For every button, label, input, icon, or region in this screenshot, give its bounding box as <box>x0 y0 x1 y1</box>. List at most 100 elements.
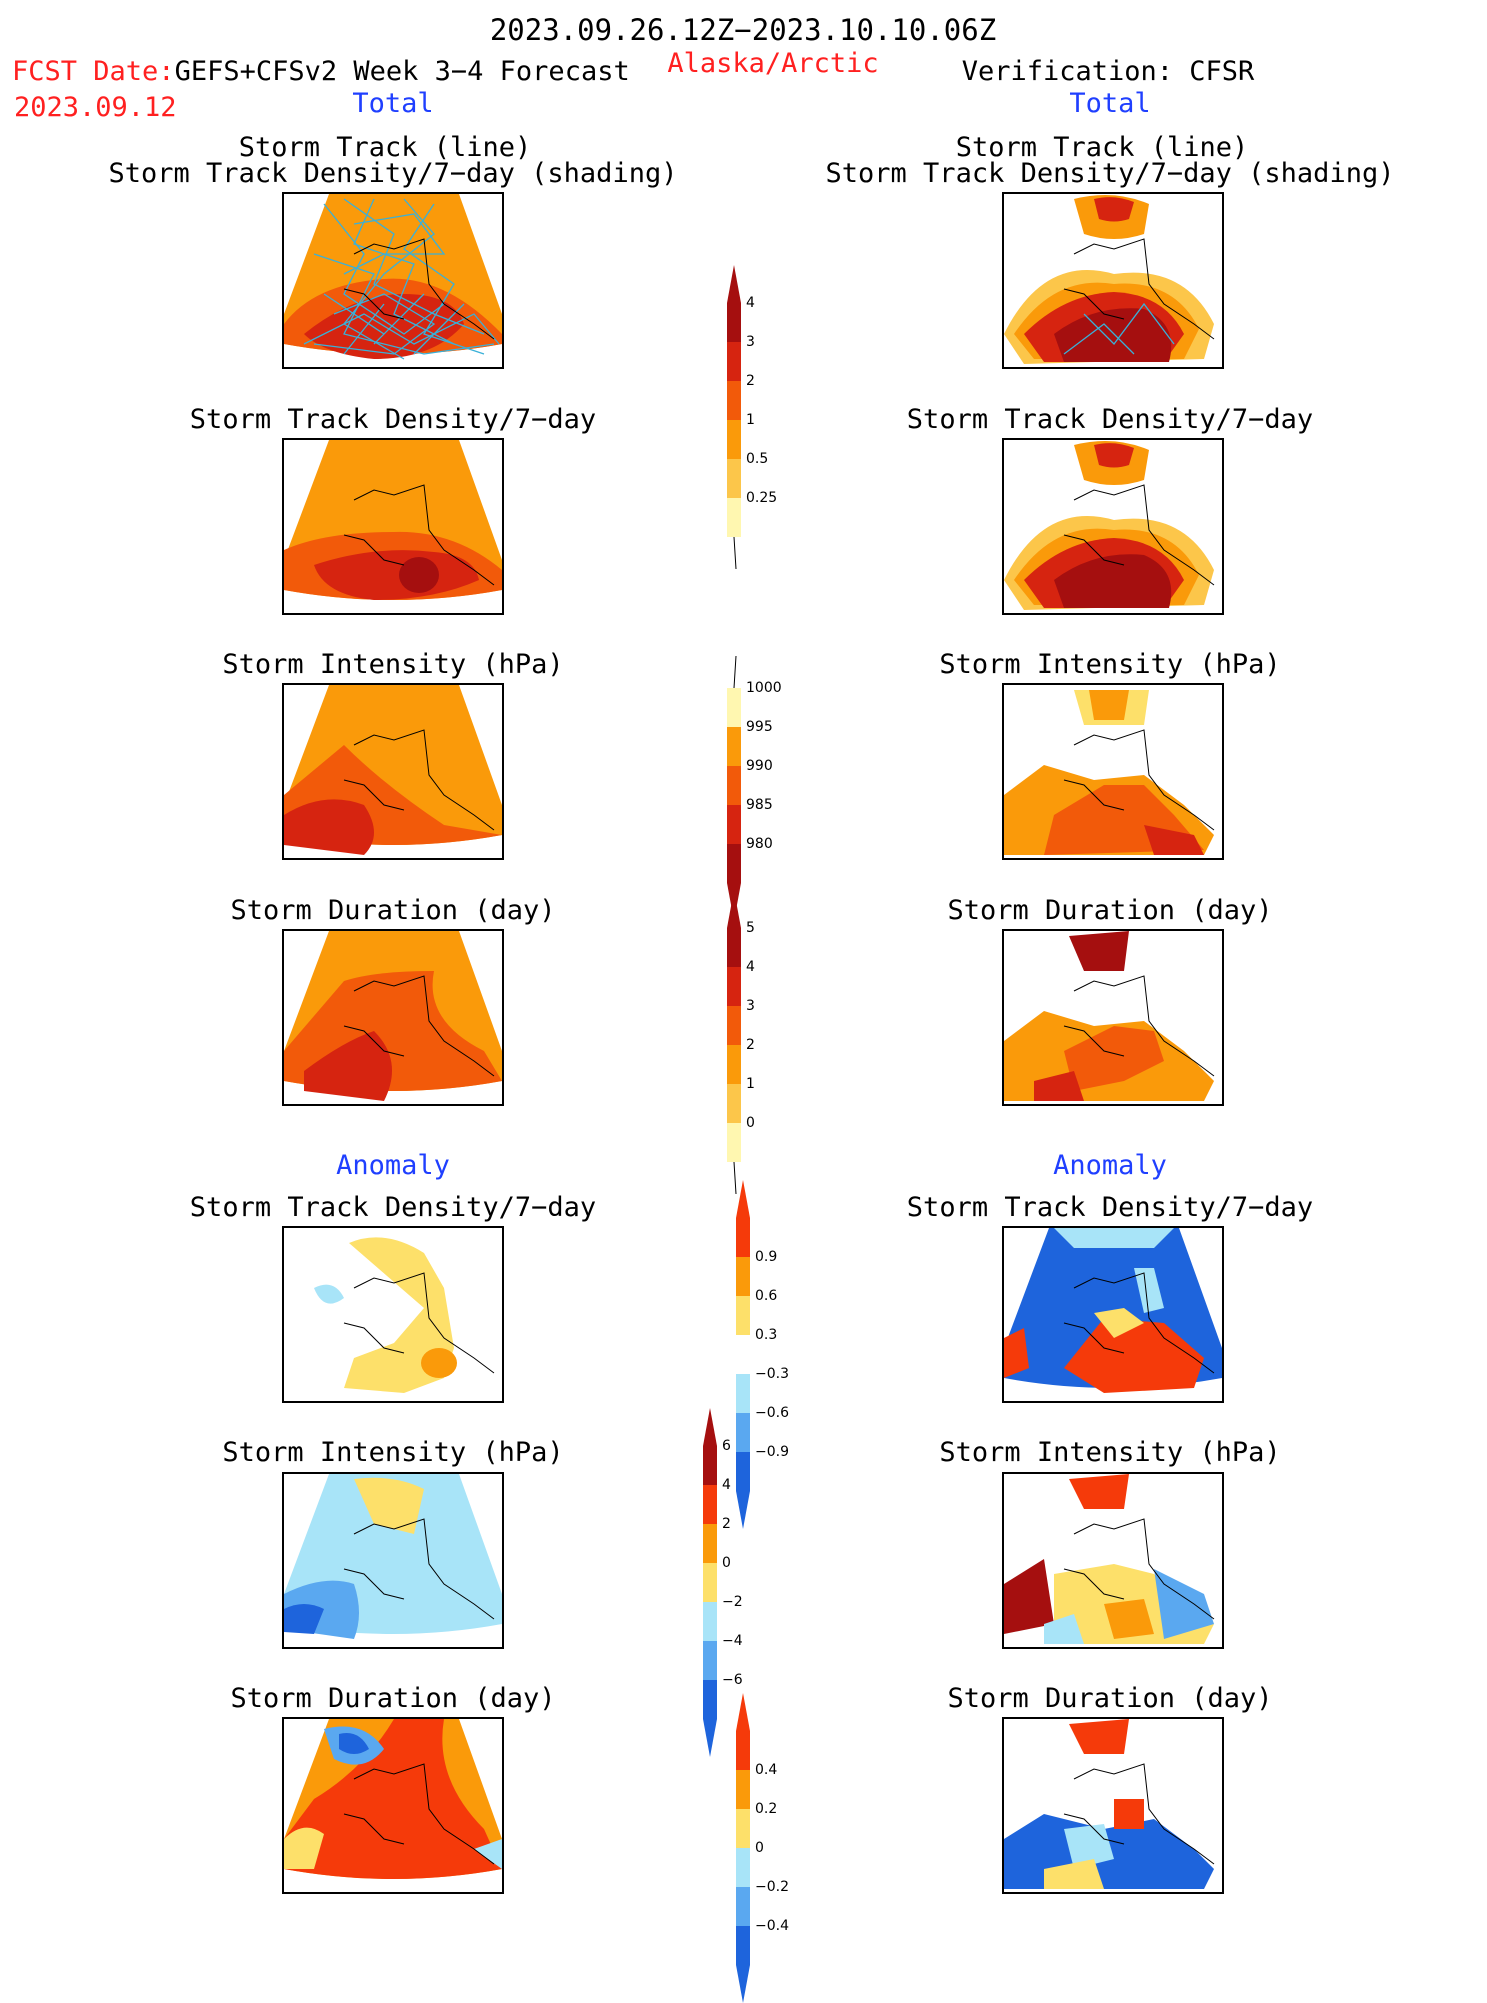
period-title: 2023.09.26.12Z−2023.10.10.06Z <box>489 13 997 47</box>
colorbar-segment <box>727 1006 741 1045</box>
colorbar-segment <box>727 1045 741 1084</box>
left-intensity-title: Storm Intensity (hPa) <box>222 649 564 680</box>
colorbar-intensity-graphic <box>727 655 741 921</box>
colorbar-segment <box>736 1218 750 1257</box>
colorbar-segment <box>727 303 741 342</box>
colorbar-segment <box>736 1926 750 1965</box>
colorbar-anom_density-graphic <box>736 1180 750 1529</box>
left-anom-intensity-title: Storm Intensity (hPa) <box>222 1437 564 1468</box>
map-left-anom-intensity <box>282 1472 504 1649</box>
colorbar-tick-label: 0 <box>722 1555 731 1571</box>
colorbar-segment <box>736 1296 750 1335</box>
verification-title: Verification: CFSR <box>961 56 1255 87</box>
right-duration-title: Storm Duration (day) <box>947 895 1273 926</box>
map-left-track <box>282 192 504 369</box>
colorbar-bottom-arrow <box>736 1491 750 1529</box>
colorbar-bottom-arrow <box>733 1161 737 1195</box>
colorbar-segment <box>736 1257 750 1296</box>
colorbar-segment <box>736 1770 750 1809</box>
right-anom-density-title: Storm Track Density/7−day <box>906 1192 1314 1223</box>
colorbar-segment <box>727 498 741 537</box>
colorbar-tick-label: −0.6 <box>755 1405 789 1421</box>
colorbar-tick-label: 0.4 <box>755 1762 778 1778</box>
map-left-intensity <box>282 683 504 860</box>
left-anom-duration-title: Storm Duration (day) <box>230 1683 556 1714</box>
colorbar-tick-label: 0 <box>746 1115 755 1131</box>
colorbar-anom-duration: 0.4 0.2 0 −0.2 −0.4 <box>735 1693 805 2003</box>
colorbar-tick-label: 995 <box>746 719 773 735</box>
colorbar-segment <box>727 805 741 844</box>
colorbar-top-arrow <box>733 655 737 689</box>
colorbar-segment <box>703 1602 717 1641</box>
colorbar-segment <box>727 766 741 805</box>
colorbar-segment <box>703 1446 717 1485</box>
colorbar-bottom-arrow <box>736 1965 750 2003</box>
fcst-date-label: FCST Date:GEFS+CFSv2 Week 3−4 Forecast <box>12 58 630 85</box>
map-right-intensity <box>1002 683 1224 860</box>
colorbar-anom-density: 0.9 0.6 0.3 −0.3 −0.6 −0.9 <box>735 1180 805 1529</box>
colorbar-segment <box>736 1374 750 1413</box>
colorbar-segment <box>727 727 741 766</box>
colorbar-tick-label: −0.2 <box>755 1879 789 1895</box>
colorbar-top-arrow <box>703 1408 717 1446</box>
colorbar-tick-label: −0.4 <box>755 1918 789 1934</box>
left-density-title: Storm Track Density/7−day <box>189 404 597 435</box>
colorbar-segment <box>727 459 741 498</box>
colorbar-segment <box>703 1641 717 1680</box>
colorbar-segment <box>727 342 741 381</box>
map-right-track <box>1002 192 1224 369</box>
left-duration-title: Storm Duration (day) <box>230 895 556 926</box>
colorbar-segment <box>727 688 741 727</box>
colorbar-top-arrow <box>736 1693 750 1731</box>
colorbar-tick-label: −0.3 <box>755 1366 789 1382</box>
colorbar-tick-label: 4 <box>746 959 755 975</box>
left-anom-density-title: Storm Track Density/7−day <box>189 1192 597 1223</box>
right-track-line-title: Storm Track (line) <box>955 132 1249 163</box>
map-right-anom-duration <box>1002 1717 1224 1894</box>
colorbar-density-graphic <box>727 265 741 570</box>
colorbar-tick-label: 6 <box>722 1438 731 1454</box>
colorbar-tick-label: 4 <box>746 295 755 311</box>
colorbar-top-arrow <box>727 890 741 928</box>
map-left-anom-duration <box>282 1717 504 1894</box>
colorbar-tick-label: 0.25 <box>746 490 778 506</box>
colorbar-tick-label: 4 <box>722 1477 731 1493</box>
right-anomaly-label: Anomaly <box>1053 1150 1167 1181</box>
colorbar-segment <box>736 1848 750 1887</box>
fcst-label: FCST Date: <box>12 56 175 87</box>
colorbar-segment <box>727 1123 741 1162</box>
colorbar-tick-label: 990 <box>746 758 773 774</box>
map-left-density <box>282 438 504 615</box>
left-total-label: Total <box>352 88 434 119</box>
colorbar-segment <box>703 1524 717 1563</box>
right-density-title: Storm Track Density/7−day <box>906 404 1314 435</box>
colorbar-tick-label: 2 <box>746 373 755 389</box>
colorbar-top-arrow <box>727 265 741 303</box>
colorbar-segment <box>727 928 741 967</box>
colorbar-anom-intensity: 6 4 2 0 −2 −4 −6 <box>702 1408 772 1757</box>
map-right-anom-density <box>1002 1226 1224 1403</box>
right-total-label: Total <box>1069 88 1151 119</box>
map-right-duration <box>1002 929 1224 1106</box>
colorbar-duration: 5 4 3 2 1 0 <box>726 890 796 1200</box>
colorbar-segment <box>736 1413 750 1452</box>
colorbar-segment <box>727 420 741 459</box>
left-anomaly-label: Anomaly <box>336 1150 450 1181</box>
fcst-source: GEFS+CFSv2 Week 3−4 Forecast <box>174 56 630 87</box>
colorbar-tick-label: 0.2 <box>755 1801 778 1817</box>
colorbar-tick-label: 0.5 <box>746 451 769 467</box>
left-track-shading-title: Storm Track Density/7−day (shading) <box>108 158 678 189</box>
colorbar-density: 4 3 2 1 0.5 0.25 <box>726 265 796 575</box>
colorbar-segment <box>727 1084 741 1123</box>
colorbar-tick-label: −4 <box>722 1633 743 1649</box>
right-anom-intensity-title: Storm Intensity (hPa) <box>939 1437 1281 1468</box>
colorbar-tick-label: −2 <box>722 1594 743 1610</box>
colorbar-intensity: 1000 995 990 985 980 <box>726 650 796 921</box>
colorbar-tick-label: 0.6 <box>755 1288 778 1304</box>
colorbar-segment <box>703 1680 717 1719</box>
colorbar-tick-label: −6 <box>722 1672 743 1688</box>
colorbar-tick-label: 1 <box>746 412 755 428</box>
colorbar-anom_intensity-graphic <box>703 1408 717 1757</box>
colorbar-bottom-arrow <box>703 1719 717 1757</box>
left-track-line-title: Storm Track (line) <box>238 132 532 163</box>
